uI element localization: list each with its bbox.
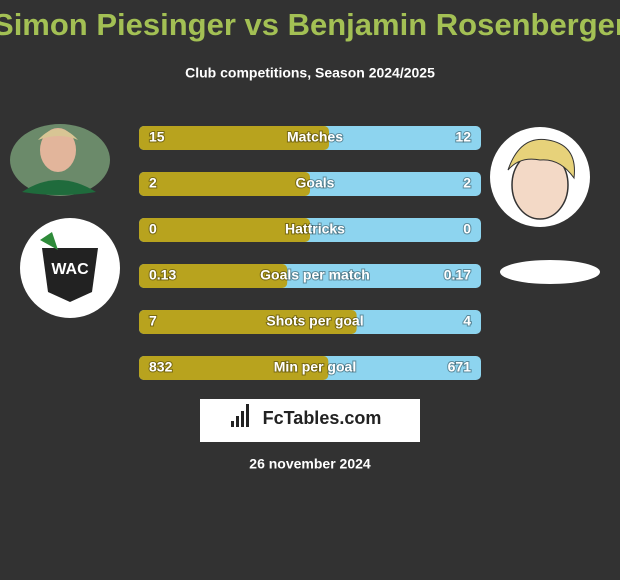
left-value: 15 — [149, 129, 165, 145]
bar-left — [139, 264, 288, 288]
date: 26 november 2024 — [249, 456, 371, 472]
bar-left — [139, 172, 310, 196]
bar-left — [139, 310, 357, 334]
left-value: 832 — [149, 359, 173, 375]
player-right-photo — [490, 127, 590, 227]
stat-label: Goals — [296, 175, 335, 191]
bar-left — [139, 126, 329, 150]
stat-label: Matches — [287, 129, 343, 145]
bar-left — [139, 218, 310, 242]
stat-label: Shots per goal — [266, 313, 363, 329]
right-value: 12 — [455, 129, 471, 145]
club-logo: WAC — [20, 218, 120, 318]
stat-label: Hattricks — [285, 221, 345, 237]
bar-left — [139, 356, 329, 380]
player-left-photo — [10, 124, 110, 196]
comparison-rows: 15 12 Matches 2 2 Goals 0 0 Hattricks 0.13 0.17 Goa… — [139, 126, 481, 380]
stat-label: Min per goal — [274, 359, 356, 375]
logo-text: FcTables.com — [263, 408, 382, 428]
right-value: 0 — [463, 221, 471, 237]
left-value: 7 — [149, 313, 157, 329]
left-value: 2 — [149, 175, 157, 191]
right-club-placeholder — [500, 260, 600, 284]
stat-label: Goals per match — [260, 267, 370, 283]
subtitle: Club competitions, Season 2024/2025 — [185, 65, 435, 81]
logo-icon — [231, 404, 249, 427]
title: Simon Piesinger vs Benjamin Rosenberger — [0, 7, 620, 42]
left-value: 0.13 — [149, 267, 176, 283]
right-value: 4 — [463, 313, 471, 329]
right-value: 0.17 — [444, 267, 471, 283]
left-value: 0 — [149, 221, 157, 237]
right-value: 2 — [463, 175, 471, 191]
right-value: 671 — [448, 359, 472, 375]
svg-text:WAC: WAC — [51, 261, 89, 278]
